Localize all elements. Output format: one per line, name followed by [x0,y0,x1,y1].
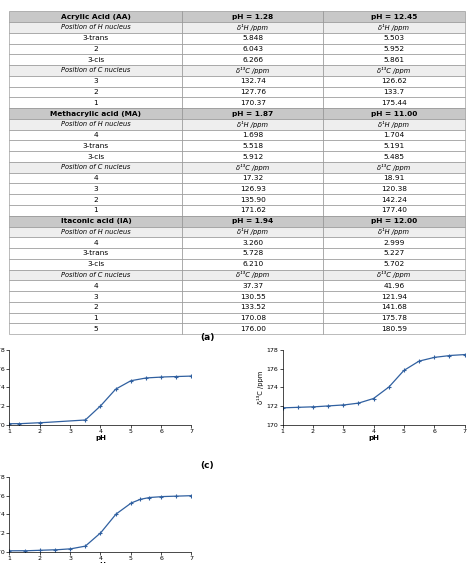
Text: (a): (a) [201,333,215,342]
X-axis label: pH: pH [95,562,106,563]
X-axis label: pH: pH [95,435,106,441]
X-axis label: pH: pH [368,435,379,441]
Text: (c): (c) [201,461,214,470]
Y-axis label: δ¹³C /ppm: δ¹³C /ppm [257,370,264,404]
